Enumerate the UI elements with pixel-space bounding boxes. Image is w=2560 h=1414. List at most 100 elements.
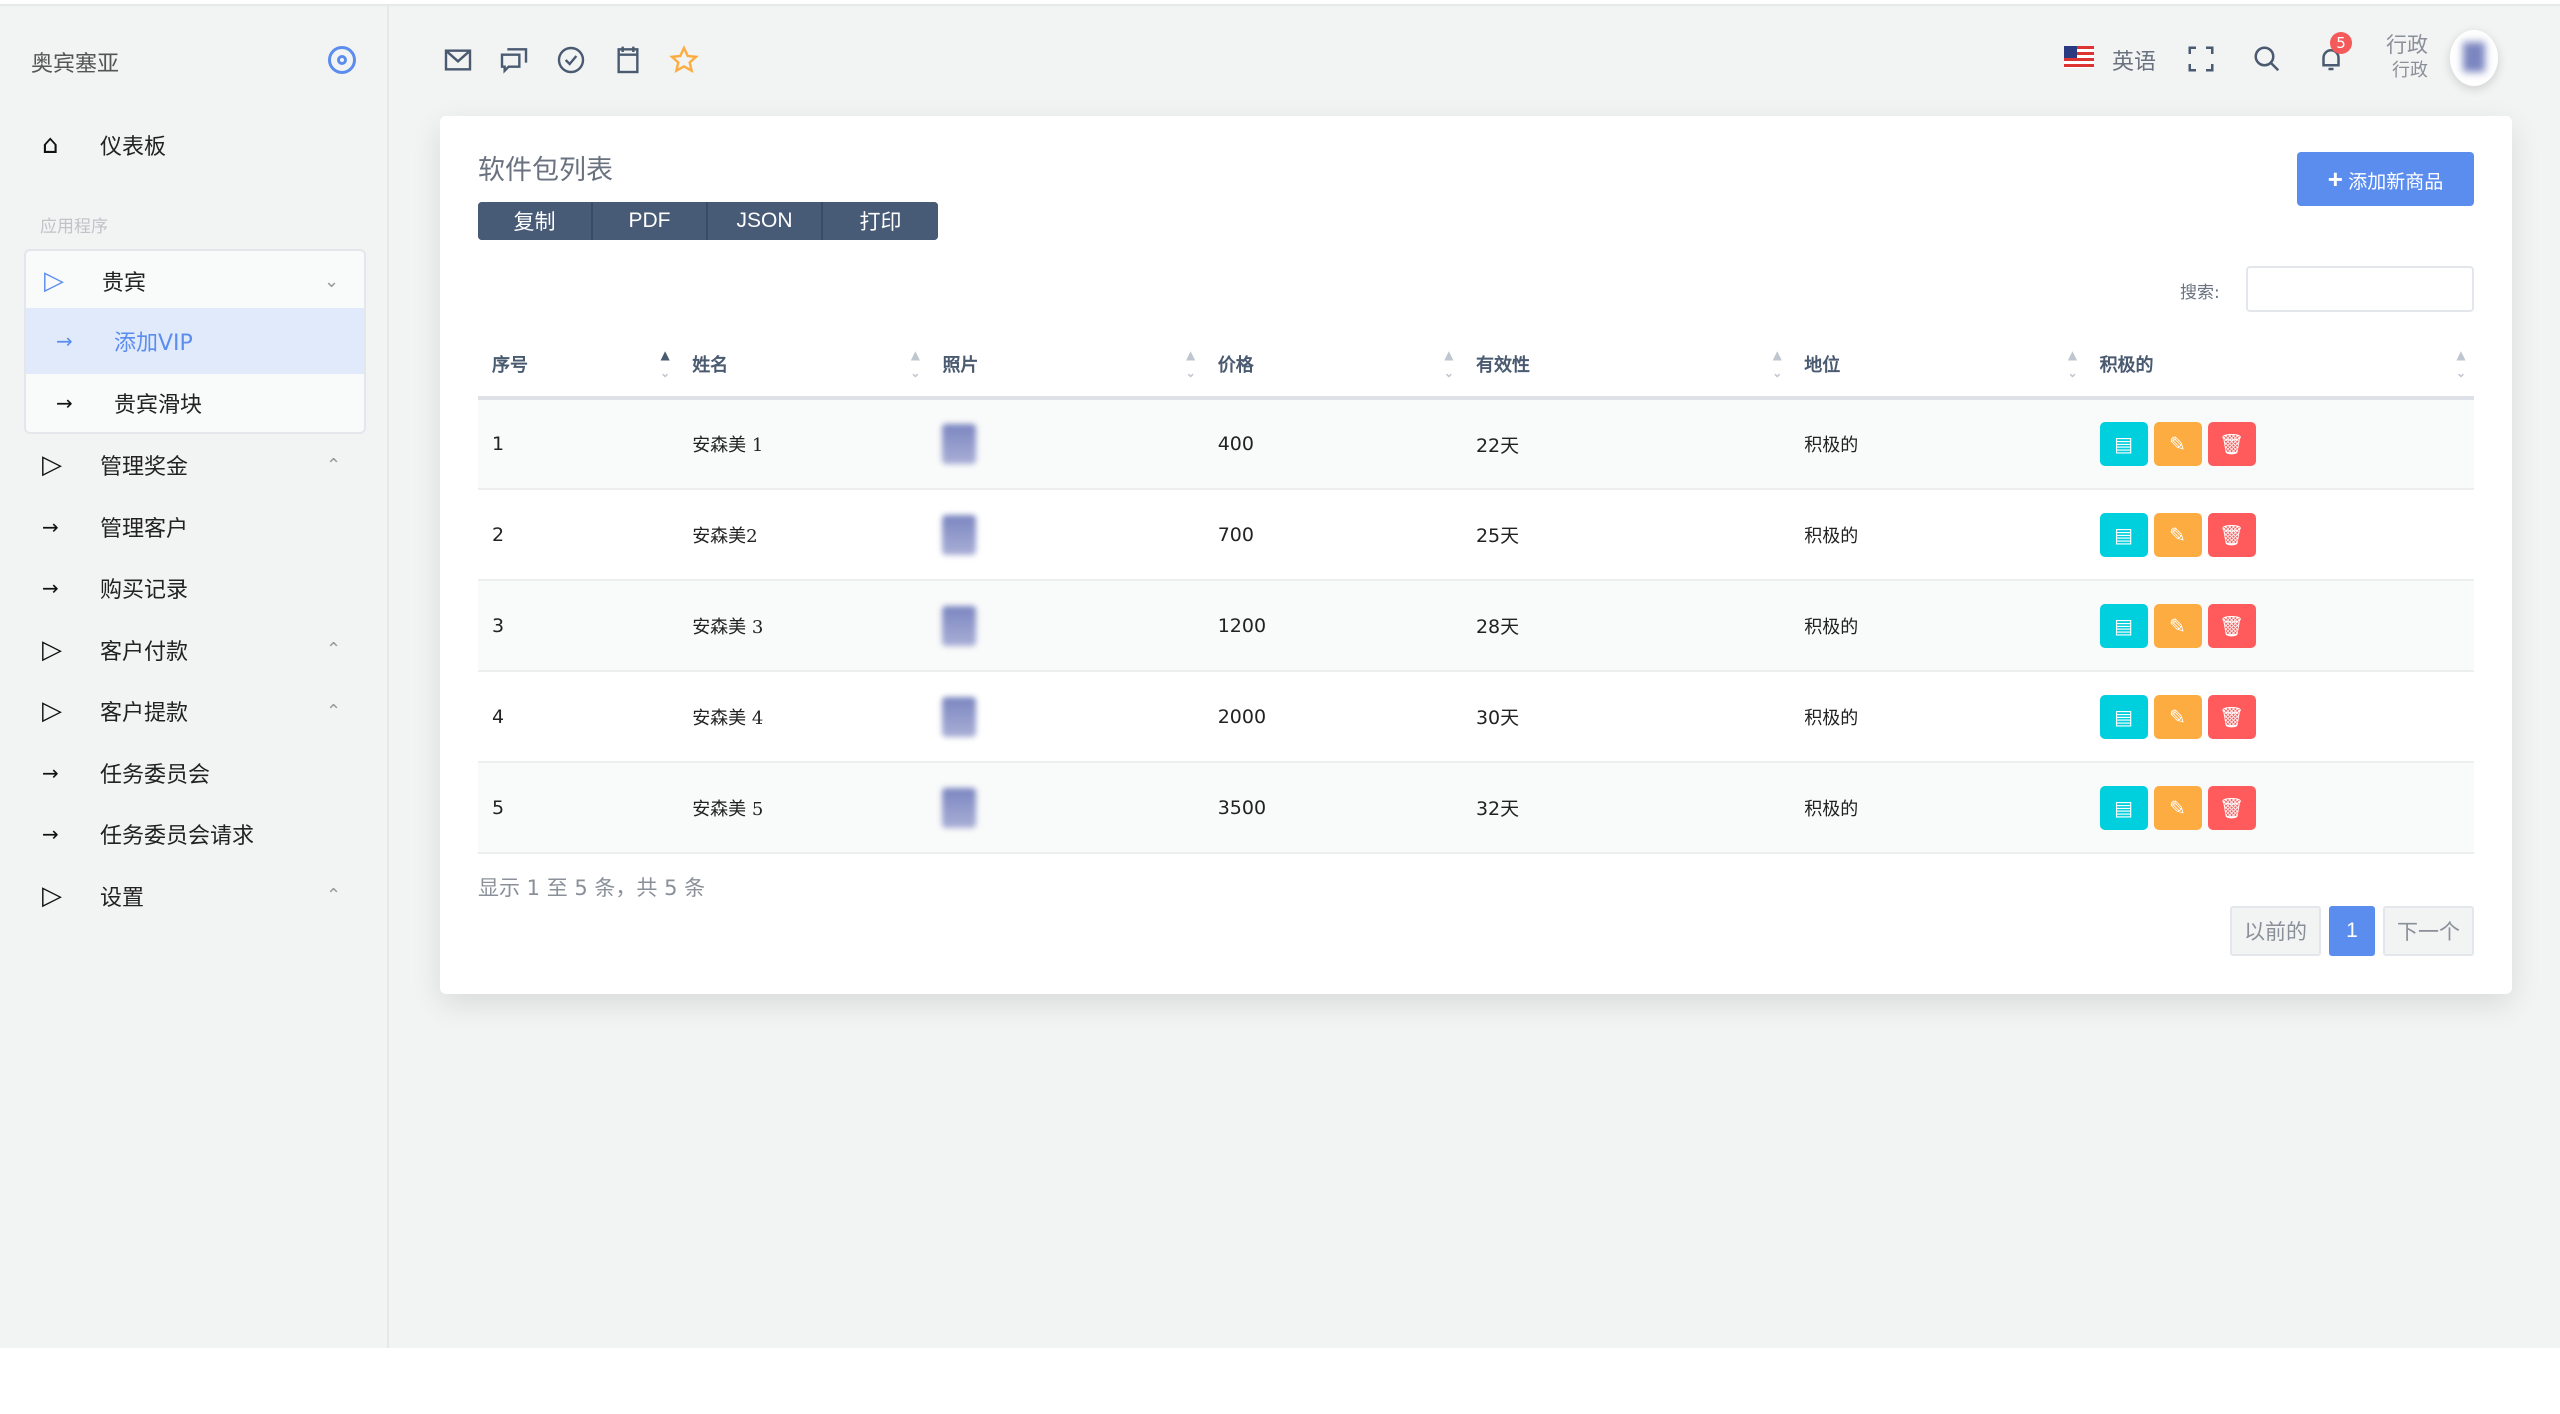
json-button[interactable]: JSON [708,202,823,240]
fullscreen-icon[interactable] [2186,44,2218,76]
view-button[interactable]: ▤ [2099,422,2148,466]
column-label: 地位 [1804,355,1841,376]
prev-page-button[interactable]: 以前的 [2230,906,2321,956]
chat-icon[interactable] [498,44,530,76]
sidebar-item-vip-slider[interactable]: → 贵宾滑块 [26,373,364,432]
delete-button[interactable]: 🗑 [2207,603,2256,648]
sort-icon: ▲ ⌄ [1185,348,1196,380]
user-name: 行政 [2386,33,2428,57]
package-table: 序号 ▲ ⌄ 姓名 ▲ ⌄ 照片 ▲ ⌄ 价格 ▲ ⌄ 有效性 ▲ ⌄ 地位 ▲ ⌄ 积极的 ▲ ⌄ 1 安森美 1 4… [478,332,2474,854]
sidebar-item-label: 贵宾滑块 [114,393,203,418]
column-label: 积极的 [2099,355,2154,376]
sidebar-item[interactable]: ▷ 客户提款 ⌃ [24,681,366,741]
column-label: 价格 [1217,355,1254,376]
sidebar-item[interactable]: ▷ 客户付款 ⌃ [24,620,366,680]
copy-button[interactable]: 复制 [478,202,593,240]
product-photo [942,696,977,737]
sort-icon: ▲ ⌄ [2455,348,2466,380]
cell-name: 安森美2 [678,489,929,581]
sidebar-item-label: 客户付款 [100,639,189,665]
arrow-right-icon: → [42,576,59,600]
chevron-up-icon: ⌃ [326,454,342,476]
column-header[interactable]: 序号 ▲ ⌄ [478,332,679,400]
cell-photo [928,671,1204,763]
sidebar-item[interactable]: ▷ 管理奖金 ⌃ [24,435,366,495]
sort-icon: ▲ ⌄ [1772,348,1783,380]
sidebar-item-vip[interactable]: ▷ 贵宾 ⌄ [26,251,364,311]
cell-photo [928,762,1204,854]
column-header[interactable]: 地位 ▲ ⌄ [1790,332,2086,400]
notification-badge: 5 [2330,32,2352,54]
brand-name: 奥宾塞亚 [31,52,120,77]
delete-button[interactable]: 🗑 [2207,422,2256,466]
sidebar-item-dashboard[interactable]: ⌂ 仪表板 [24,115,366,175]
print-button[interactable]: 打印 [823,202,938,240]
triangle-icon: ▷ [42,450,62,480]
pdf-button[interactable]: PDF [593,202,708,240]
sidebar-item-label: 管理客户 [100,516,189,542]
delete-button[interactable]: 🗑 [2207,512,2256,557]
check-circle-icon[interactable] [555,44,587,76]
cell-name: 安森美 3 [678,580,929,672]
sidebar-item-add-vip[interactable]: → 添加VIP [26,308,364,374]
plus-icon: + [2327,163,2343,194]
cell-validity: 30天 [1461,671,1791,763]
arrow-right-icon: → [42,760,59,785]
sidebar-item[interactable]: → 管理客户 [24,497,366,557]
edit-button[interactable]: ✎ [2153,785,2202,830]
cell-name: 安森美 1 [678,398,929,490]
edit-button[interactable]: ✎ [2153,603,2202,648]
sidebar-item[interactable]: → 任务委员会请求 [24,804,366,864]
table-row: 5 安森美 5 3500 32天 积极的 ▤ ✎ 🗑 [478,762,2474,854]
table-info: 显示 1 至 5 条，共 5 条 [478,876,706,900]
search-icon[interactable] [2252,44,2284,76]
calendar-icon[interactable] [612,44,644,76]
column-header[interactable]: 照片 ▲ ⌄ [928,332,1204,400]
edit-button[interactable]: ✎ [2153,694,2202,739]
view-button[interactable]: ▤ [2099,603,2148,648]
view-button[interactable]: ▤ [2099,785,2148,830]
section-label: 应用程序 [40,217,108,237]
column-header[interactable]: 有效性 ▲ ⌄ [1461,332,1791,400]
cell-status: 积极的 [1790,671,2086,763]
us-flag-icon[interactable] [2064,46,2094,68]
chevron-up-icon: ⌃ [326,700,342,722]
edit-button[interactable]: ✎ [2153,422,2202,466]
cell-price: 2000 [1203,671,1462,763]
sidebar-item-label: 贵宾 [102,271,147,296]
product-photo [942,787,977,828]
user-info[interactable]: 行政 行政 [2386,32,2428,84]
search-label: 搜索: [2180,283,2220,303]
cell-status: 积极的 [1790,398,2086,490]
sidebar-toggle-icon[interactable] [328,46,356,74]
view-button[interactable]: ▤ [2099,694,2148,739]
search-input[interactable] [2246,266,2474,312]
page-1-button[interactable]: 1 [2329,906,2375,956]
cell-photo [928,489,1204,581]
sidebar-item-label: 添加VIP [114,331,193,356]
delete-button[interactable]: 🗑 [2207,694,2256,739]
sidebar-item[interactable]: ▷ 设置 ⌃ [24,866,366,926]
delete-button[interactable]: 🗑 [2207,785,2256,830]
cell-index: 2 [478,489,679,581]
star-icon[interactable] [668,44,700,76]
edit-button[interactable]: ✎ [2153,512,2202,557]
next-page-button[interactable]: 下一个 [2383,906,2474,956]
cell-validity: 25天 [1461,489,1791,581]
mail-icon[interactable] [442,44,474,76]
cell-actions: ▤ ✎ 🗑 [2085,671,2474,763]
column-header[interactable]: 价格 ▲ ⌄ [1203,332,1462,400]
language-selector[interactable]: 英语 [2112,50,2157,75]
sidebar-item[interactable]: → 购买记录 [24,558,366,618]
sidebar-item[interactable]: → 任务委员会 [24,743,366,803]
column-header[interactable]: 姓名 ▲ ⌄ [678,332,929,400]
product-photo [942,424,977,464]
add-new-item-button[interactable]: + 添加新商品 [2297,152,2474,206]
view-button[interactable]: ▤ [2099,512,2148,557]
cell-actions: ▤ ✎ 🗑 [2085,762,2474,854]
column-header[interactable]: 积极的 ▲ ⌄ [2085,332,2474,400]
avatar[interactable] [2450,30,2498,86]
cell-validity: 22天 [1461,398,1791,490]
add-button-label: 添加新商品 [2348,171,2444,193]
sidebar-item-label: 任务委员会 [100,762,211,788]
